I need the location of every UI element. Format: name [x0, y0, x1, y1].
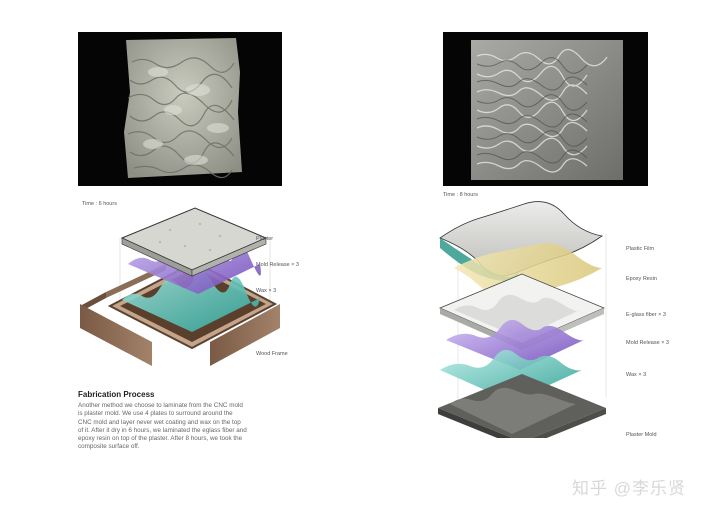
- left-exploded-diagram: [80, 207, 280, 366]
- label-right-wax: Wax × 3: [626, 372, 647, 378]
- label-right-mold-release: Mold Release × 3: [626, 340, 669, 346]
- body-line: composite surface off.: [78, 443, 140, 451]
- body-line: is plaster mold. We use 4 plates to surr…: [78, 410, 233, 418]
- label-wax: Wax × 3: [256, 288, 277, 294]
- label-plaster-mold: Plaster Mold: [626, 432, 657, 438]
- section-heading: Fabrication Process: [78, 390, 155, 399]
- right-wax-layer: [440, 349, 582, 402]
- plaster-relief-image: [124, 38, 242, 179]
- plaster-mold-photo: [78, 32, 282, 186]
- right-time-caption: Time : 8 hours: [443, 192, 478, 198]
- composite-relief-image: [471, 40, 623, 180]
- label-wood-frame: Wood Frame: [256, 351, 288, 357]
- body-line: of it. After it dry in 6 hours, we lamin…: [78, 426, 247, 434]
- right-mold-release-layer: [446, 319, 584, 370]
- body-line: epoxy resin on top of the plaster. After…: [78, 435, 243, 443]
- body-line: Another method we choose to laminate fro…: [78, 402, 243, 409]
- left-time-caption: Time : 6 hours: [82, 201, 117, 207]
- wax-layer: [122, 270, 260, 332]
- plaster-layer: [120, 207, 268, 277]
- watermark: 知乎 @李乐贤: [572, 479, 686, 498]
- label-epoxy-resin: Epoxy Resin: [626, 276, 657, 282]
- section-body: Another method we choose to laminate fro…: [78, 402, 288, 452]
- label-plastic-film: Plastic Film: [626, 246, 655, 252]
- label-e-glass-fiber: E-glass fiber × 3: [626, 312, 666, 318]
- label-plaster: Plaster: [256, 236, 274, 242]
- plaster-mold-layer: [438, 374, 606, 438]
- right-exploded-diagram: [438, 201, 607, 438]
- composite-surface-photo: [443, 32, 648, 186]
- body-line: CNC mold and layer never wet coating and…: [78, 418, 241, 426]
- label-mold-release: Mold Release × 3: [256, 262, 299, 268]
